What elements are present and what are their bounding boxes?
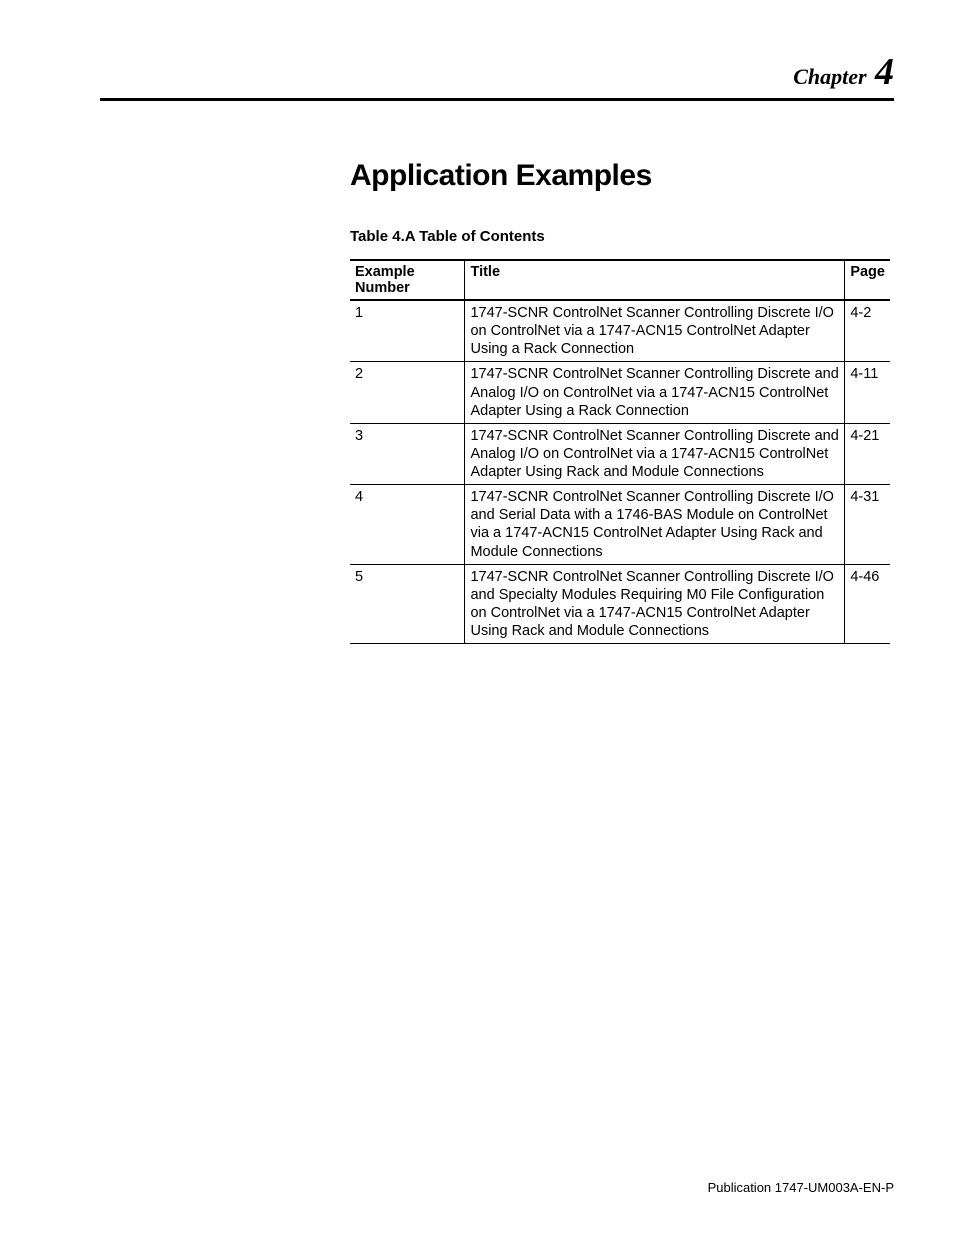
cell-page: 4-2 bbox=[845, 300, 890, 362]
cell-title: 1747-SCNR ControlNet Scanner Controlling… bbox=[465, 423, 845, 484]
header-rule bbox=[100, 98, 894, 101]
cell-page: 4-31 bbox=[845, 485, 890, 565]
cell-page: 4-11 bbox=[845, 362, 890, 423]
toc-table: Example Number Title Page 1 1747-SCNR Co… bbox=[350, 259, 890, 644]
chapter-header: Chapter 4 bbox=[105, 50, 894, 94]
cell-number: 1 bbox=[350, 300, 465, 362]
cell-title: 1747-SCNR ControlNet Scanner Controlling… bbox=[465, 564, 845, 644]
cell-page: 4-21 bbox=[845, 423, 890, 484]
table-header-row: Example Number Title Page bbox=[350, 260, 890, 300]
table-caption: Table 4.A Table of Contents bbox=[350, 228, 894, 245]
cell-title: 1747-SCNR ControlNet Scanner Controlling… bbox=[465, 485, 845, 565]
cell-number: 5 bbox=[350, 564, 465, 644]
cell-title: 1747-SCNR ControlNet Scanner Controlling… bbox=[465, 300, 845, 362]
table-row: 4 1747-SCNR ControlNet Scanner Controlli… bbox=[350, 485, 890, 565]
cell-number: 4 bbox=[350, 485, 465, 565]
cell-number: 2 bbox=[350, 362, 465, 423]
col-header-example: Example Number bbox=[350, 260, 465, 300]
table-row: 1 1747-SCNR ControlNet Scanner Controlli… bbox=[350, 300, 890, 362]
chapter-number: 4 bbox=[875, 51, 894, 93]
col-header-title: Title bbox=[465, 260, 845, 300]
footer-publication: Publication 1747-UM003A-EN-P bbox=[708, 1180, 894, 1195]
cell-number: 3 bbox=[350, 423, 465, 484]
table-row: 3 1747-SCNR ControlNet Scanner Controlli… bbox=[350, 423, 890, 484]
cell-page: 4-46 bbox=[845, 564, 890, 644]
table-row: 2 1747-SCNR ControlNet Scanner Controlli… bbox=[350, 362, 890, 423]
col-header-page: Page bbox=[845, 260, 890, 300]
content-wrapper: Application Examples Table 4.A Table of … bbox=[350, 159, 894, 644]
chapter-label: Chapter bbox=[793, 64, 866, 89]
cell-title: 1747-SCNR ControlNet Scanner Controlling… bbox=[465, 362, 845, 423]
table-row: 5 1747-SCNR ControlNet Scanner Controlli… bbox=[350, 564, 890, 644]
page-title: Application Examples bbox=[350, 159, 894, 193]
